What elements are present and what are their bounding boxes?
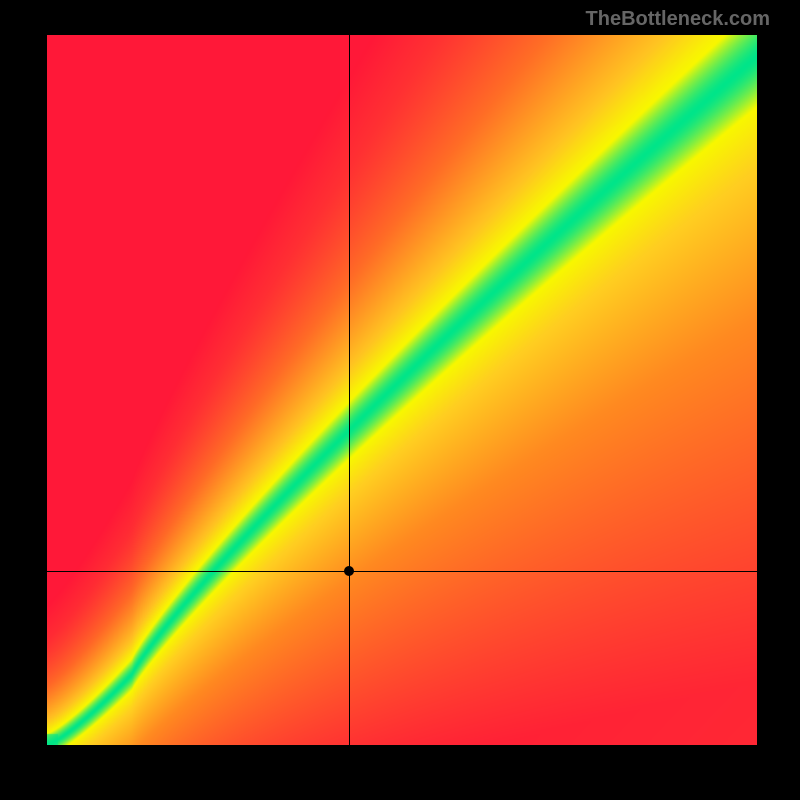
crosshair-horizontal xyxy=(47,571,757,572)
heatmap-canvas xyxy=(47,35,757,745)
crosshair-vertical xyxy=(349,35,350,745)
marker-dot xyxy=(344,566,354,576)
watermark-text: TheBottleneck.com xyxy=(586,8,770,31)
chart-container xyxy=(47,35,757,745)
